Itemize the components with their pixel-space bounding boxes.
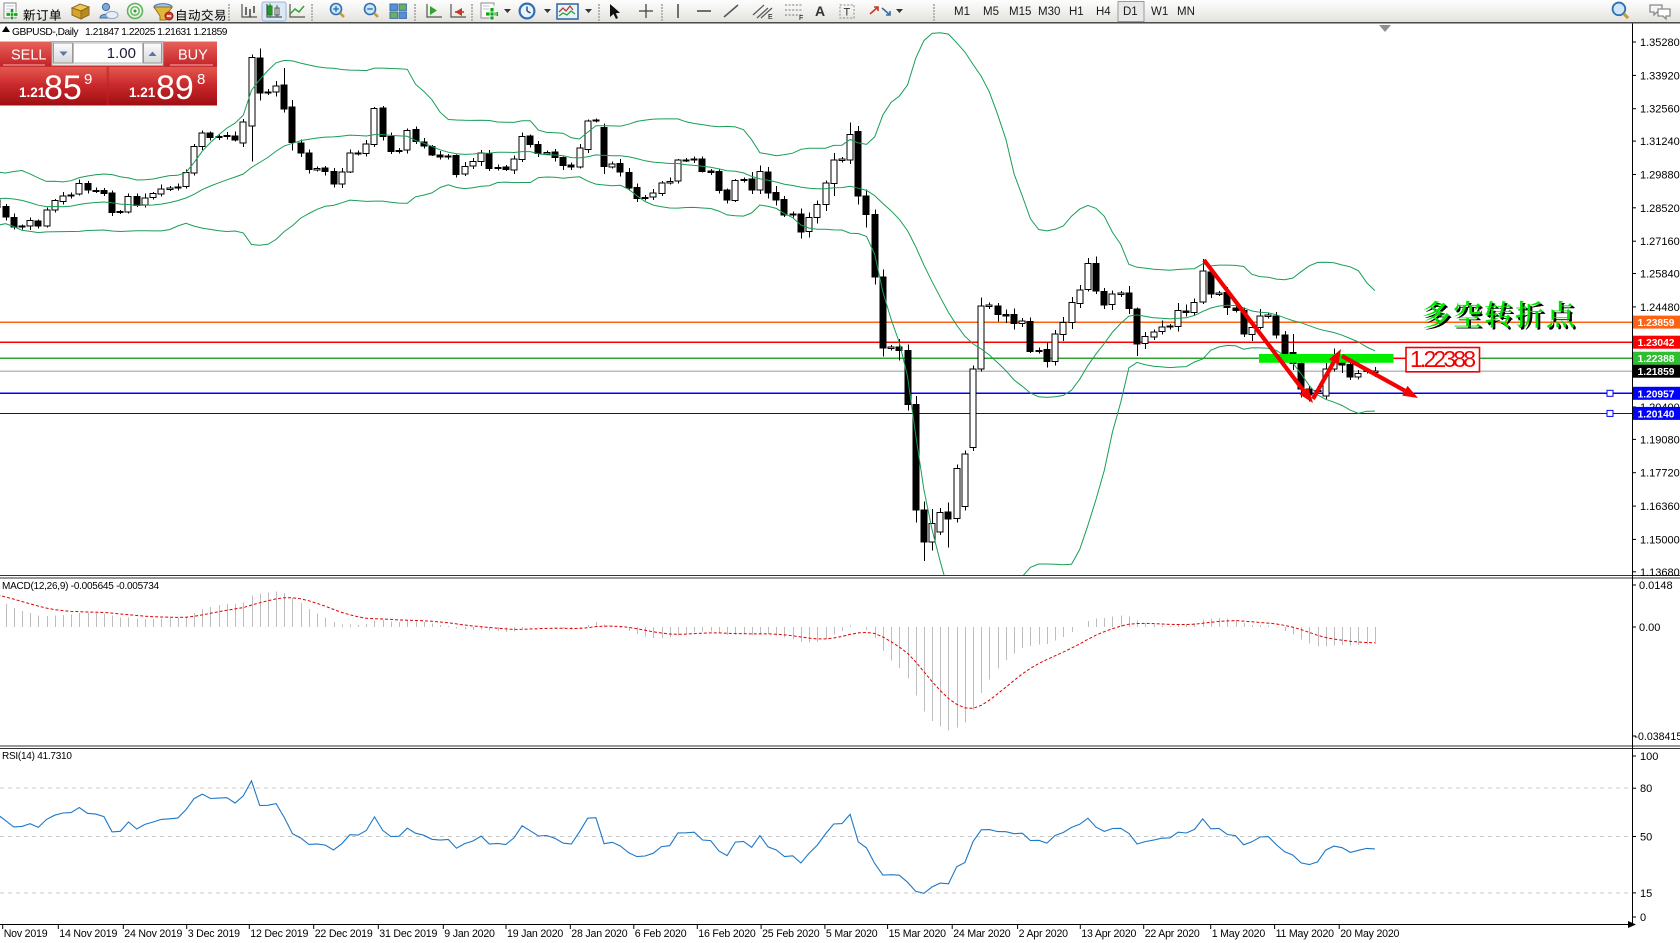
svg-text:1.13680: 1.13680: [1640, 567, 1680, 579]
svg-text:12 Dec 2019: 12 Dec 2019: [250, 928, 308, 940]
svg-text:24 Mar 2020: 24 Mar 2020: [953, 928, 1011, 940]
svg-text:1.16360: 1.16360: [1640, 501, 1680, 513]
svg-text:1.15000: 1.15000: [1640, 534, 1680, 546]
svg-text:M1: M1: [954, 6, 970, 18]
svg-text:MACD(12,26,9) -0.005645 -0.005: MACD(12,26,9) -0.005645 -0.005734: [2, 581, 160, 592]
svg-text:28 Jan 2020: 28 Jan 2020: [571, 928, 627, 940]
svg-text:1.20957: 1.20957: [1638, 389, 1675, 400]
svg-text:BUY: BUY: [178, 48, 208, 64]
svg-text:1.32560: 1.32560: [1640, 104, 1680, 116]
svg-text:16 Feb 2020: 16 Feb 2020: [698, 928, 756, 940]
svg-text:1.28520: 1.28520: [1640, 203, 1680, 215]
svg-text:Nov 2019: Nov 2019: [4, 928, 48, 940]
svg-text:F: F: [799, 15, 803, 22]
svg-text:1.24480: 1.24480: [1640, 302, 1680, 314]
svg-text:8: 8: [197, 71, 205, 88]
svg-text:GBPUSD-,Daily 1.21847 1.2202: GBPUSD-,Daily 1.21847 1.22025 1.21631 1.…: [12, 27, 228, 38]
svg-text:M15: M15: [1009, 6, 1031, 18]
svg-text:31 Dec 2019: 31 Dec 2019: [379, 928, 437, 940]
svg-text:50: 50: [1640, 832, 1652, 844]
svg-text:0.0148: 0.0148: [1639, 580, 1673, 592]
svg-text:13 Apr 2020: 13 Apr 2020: [1081, 928, 1136, 940]
svg-text:A: A: [815, 3, 825, 19]
svg-text:1.23042: 1.23042: [1638, 338, 1675, 349]
svg-text:1.00: 1.00: [107, 45, 136, 62]
svg-text:24 Nov 2019: 24 Nov 2019: [124, 928, 182, 940]
svg-text:1.22388: 1.22388: [1410, 346, 1476, 372]
svg-text:H1: H1: [1069, 6, 1084, 18]
svg-text:1.20140: 1.20140: [1638, 409, 1675, 420]
svg-text:100: 100: [1640, 751, 1658, 763]
svg-text:14 Nov 2019: 14 Nov 2019: [59, 928, 117, 940]
svg-text:H4: H4: [1096, 6, 1111, 18]
svg-text:9: 9: [84, 71, 92, 88]
svg-text:1.27160: 1.27160: [1640, 236, 1680, 248]
svg-text:15 Mar 2020: 15 Mar 2020: [889, 928, 947, 940]
svg-text:-0.038415: -0.038415: [1635, 731, 1680, 743]
svg-text:5 Mar 2020: 5 Mar 2020: [826, 928, 878, 940]
svg-text:MN: MN: [1177, 6, 1195, 18]
svg-text:1 May 2020: 1 May 2020: [1212, 928, 1266, 940]
svg-text:1.21: 1.21: [19, 85, 46, 100]
svg-text:89: 89: [156, 69, 194, 107]
svg-text:19 Jan 2020: 19 Jan 2020: [507, 928, 563, 940]
svg-text:1.21859: 1.21859: [1638, 367, 1675, 378]
svg-text:15: 15: [1640, 888, 1652, 900]
svg-text:9 Jan 2020: 9 Jan 2020: [444, 928, 495, 940]
svg-text:T: T: [844, 7, 851, 19]
svg-text:1.31240: 1.31240: [1640, 136, 1680, 148]
svg-text:1.17720: 1.17720: [1640, 468, 1680, 480]
svg-text:1.29880: 1.29880: [1640, 170, 1680, 182]
svg-text:6 Feb 2020: 6 Feb 2020: [635, 928, 687, 940]
svg-text:1.19080: 1.19080: [1640, 434, 1680, 446]
svg-text:SELL: SELL: [11, 48, 46, 64]
svg-text:M30: M30: [1038, 6, 1060, 18]
svg-text:D1: D1: [1123, 6, 1138, 18]
svg-text:RSI(14) 41.7310: RSI(14) 41.7310: [2, 751, 72, 762]
svg-text:0: 0: [1640, 912, 1646, 924]
svg-text:0.00: 0.00: [1639, 622, 1660, 634]
svg-text:22 Apr 2020: 22 Apr 2020: [1145, 928, 1200, 940]
svg-text:2 Apr 2020: 2 Apr 2020: [1019, 928, 1069, 940]
svg-text:25 Feb 2020: 25 Feb 2020: [762, 928, 820, 940]
svg-text:1.22388: 1.22388: [1638, 354, 1675, 365]
svg-text:W1: W1: [1151, 6, 1168, 18]
svg-text:85: 85: [44, 69, 82, 107]
svg-text:20 May 2020: 20 May 2020: [1340, 928, 1399, 940]
svg-text:3 Dec 2019: 3 Dec 2019: [188, 928, 240, 940]
svg-text:1.25840: 1.25840: [1640, 269, 1680, 281]
svg-text:1.23859: 1.23859: [1638, 318, 1675, 329]
svg-text:80: 80: [1640, 783, 1652, 795]
svg-text:22 Dec 2019: 22 Dec 2019: [315, 928, 373, 940]
svg-text:M5: M5: [983, 6, 999, 18]
svg-text:1.21: 1.21: [129, 85, 156, 100]
svg-text:E: E: [768, 14, 773, 21]
svg-text:11 May 2020: 11 May 2020: [1276, 928, 1335, 940]
svg-text:1.35280: 1.35280: [1640, 37, 1680, 49]
svg-text:1.33920: 1.33920: [1640, 70, 1680, 82]
